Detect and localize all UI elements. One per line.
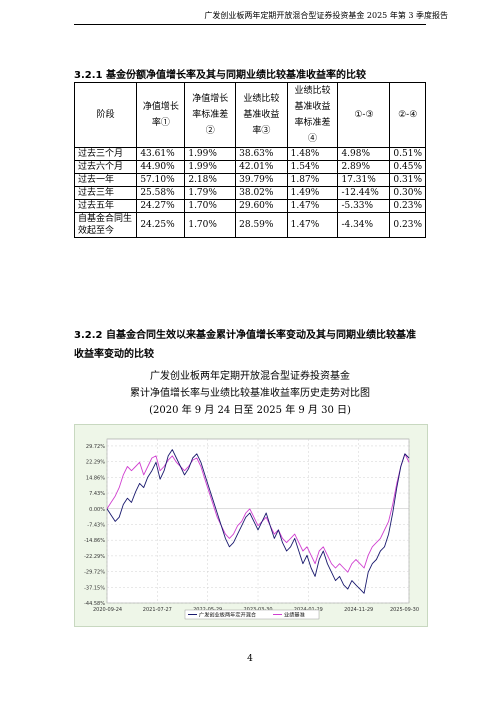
legend-box	[184, 609, 320, 620]
table-row: 自基金合同生效起至今 24.25% 1.70% 28.59% 1.47% -4.34% 0.…	[73, 212, 426, 238]
y-tick-label: -29.72%	[84, 570, 105, 576]
col-nav-std-header: 净值增长率标准差②	[184, 82, 237, 148]
cell-diff-24: 0.23%	[389, 212, 426, 238]
cell-diff-24: 0.51%	[389, 147, 426, 161]
section-322-title-line1: 3.2.2 自基金合同生效以来基金累计净值增长率变动及其与同期业绩比较基准	[74, 330, 416, 341]
table-row: 过去三个月 43.61% 1.99% 38.63% 1.48% 4.98% 0.51%	[73, 147, 426, 161]
cell-benchmark-std: 1.87%	[286, 173, 339, 187]
performance-line-chart: 29.72% 22.29% 14.86% 7.43% 0.00% -7.43% -14.86…	[84, 438, 419, 620]
cell-benchmark-std: 1.47%	[286, 212, 339, 238]
cell-diff-13: 2.89%	[337, 160, 391, 174]
table-row: 过去一年 57.10% 2.18% 39.79% 1.87% 17.31% 0.31%	[73, 173, 426, 187]
y-tick-label: -7.43%	[87, 522, 105, 528]
report-header: 广发创业板两年定期开放混合型证券投资基金 2025 年第 3 季度报告	[204, 11, 448, 20]
cell-stage: 自基金合同生效起至今	[73, 212, 138, 238]
x-tick-label: 2025-09-30	[390, 607, 419, 613]
cell-nav-std: 1.70%	[184, 212, 237, 238]
cell-nav-std: 1.70%	[184, 199, 237, 213]
cell-nav-std: 1.99%	[184, 147, 237, 161]
col-stage-header: 阶段	[73, 82, 138, 148]
col-benchmark-header: 业绩比较基准收益率③	[235, 82, 288, 148]
y-tick-label: -14.86%	[84, 538, 105, 544]
x-tick-label: 2021-07-27	[143, 607, 172, 613]
section-322-title-line2: 收益率变动的比较	[74, 349, 154, 360]
cell-diff-13: -5.33%	[337, 199, 391, 213]
cell-stage: 过去五年	[73, 199, 138, 213]
table-row: 过去五年 24.27% 1.70% 29.60% 1.47% -5.33% 0.23%	[73, 199, 426, 213]
x-tick-label: 2024-11-29	[344, 607, 373, 613]
legend-label-benchmark: 业绩基准	[284, 611, 305, 619]
y-tick-label: 29.72%	[86, 444, 105, 450]
cell-diff-13: 4.98%	[337, 147, 391, 161]
x-tick-label: 2020-09-24	[93, 607, 122, 613]
cell-nav-growth: 44.90%	[136, 160, 186, 174]
cell-benchmark: 42.01%	[235, 160, 288, 174]
y-tick-label: 7.43%	[89, 491, 105, 497]
cell-nav-growth: 24.25%	[136, 212, 186, 238]
cell-nav-growth: 57.10%	[136, 173, 186, 187]
cell-diff-13: -12.44%	[337, 186, 391, 200]
cell-benchmark-std: 1.54%	[286, 160, 339, 174]
cell-benchmark: 38.63%	[235, 147, 288, 161]
cell-stage: 过去三个月	[73, 147, 138, 161]
col-diff-13-header: ①-③	[337, 82, 391, 148]
y-tick-label: -22.29%	[84, 554, 105, 560]
cell-diff-13: -4.34%	[337, 212, 391, 238]
cell-diff-24: 0.23%	[389, 199, 426, 213]
series-line-fund	[106, 449, 410, 594]
cell-benchmark-std: 1.47%	[286, 199, 339, 213]
y-tick-label: -44.58%	[84, 601, 105, 607]
page-number: 4	[247, 654, 253, 664]
cell-benchmark-std: 1.49%	[286, 186, 339, 200]
cell-diff-24: 0.31%	[389, 173, 426, 187]
y-tick-label: -37.15%	[84, 585, 105, 591]
chart-caption-line2: 累计净值增长率与业绩比较基准收益率历史走势对比图	[130, 388, 370, 399]
col-nav-growth-header: 净值增长率①	[136, 82, 186, 148]
cell-nav-growth: 25.58%	[136, 186, 186, 200]
y-tick-label: 22.29%	[86, 460, 105, 466]
cell-nav-growth: 43.61%	[136, 147, 186, 161]
cell-stage: 过去三年	[73, 186, 138, 200]
chart-caption-line3: (2020 年 9 月 24 日至 2025 年 9 月 30 日)	[149, 405, 351, 416]
table-row: 过去三年 25.58% 1.79% 38.02% 1.49% -12.44% 0.30%	[73, 186, 426, 200]
y-tick-label: 14.86%	[86, 475, 105, 481]
cell-nav-growth: 24.27%	[136, 199, 186, 213]
col-benchmark-std-header: 业绩比较基准收益率标准差④	[286, 82, 339, 148]
cell-nav-std: 1.79%	[184, 186, 237, 200]
table-header-row: 阶段 净值增长率① 净值增长率标准差② 业绩比较基准收益率③ 业绩比较基准收益率…	[73, 82, 426, 148]
cell-benchmark: 38.02%	[235, 186, 288, 200]
section-321-title: 3.2.1 基金份额净值增长率及其与同期业绩比较基准收益率的比较	[74, 70, 366, 81]
performance-table: 阶段 净值增长率① 净值增长率标准差② 业绩比较基准收益率③ 业绩比较基准收益率…	[73, 82, 426, 238]
chart-caption-line1: 广发创业板两年定期开放混合型证券投资基金	[150, 371, 350, 382]
chart-frame: 29.72% 22.29% 14.86% 7.43% 0.00% -7.43% -14.86…	[74, 424, 428, 627]
table-row: 过去六个月 44.90% 1.99% 42.01% 1.54% 2.89% 0.45%	[73, 160, 426, 174]
cell-diff-24: 0.45%	[389, 160, 426, 174]
cell-benchmark: 29.60%	[235, 199, 288, 213]
cell-benchmark: 39.79%	[235, 173, 288, 187]
legend-label-fund: 广发创业板两年定开混合	[199, 611, 257, 619]
cell-nav-std: 1.99%	[184, 160, 237, 174]
cell-benchmark-std: 1.48%	[286, 147, 339, 161]
cell-benchmark: 28.59%	[235, 212, 288, 238]
cell-stage: 过去六个月	[73, 160, 138, 174]
series-line-benchmark	[106, 453, 410, 573]
col-diff-24-header: ②-④	[389, 82, 426, 148]
cell-stage: 过去一年	[73, 173, 138, 187]
y-tick-label: 0.00%	[89, 507, 105, 513]
cell-diff-13: 17.31%	[337, 173, 391, 187]
cell-diff-24: 0.30%	[389, 186, 426, 200]
cell-nav-std: 2.18%	[184, 173, 237, 187]
header-rule	[74, 24, 426, 25]
